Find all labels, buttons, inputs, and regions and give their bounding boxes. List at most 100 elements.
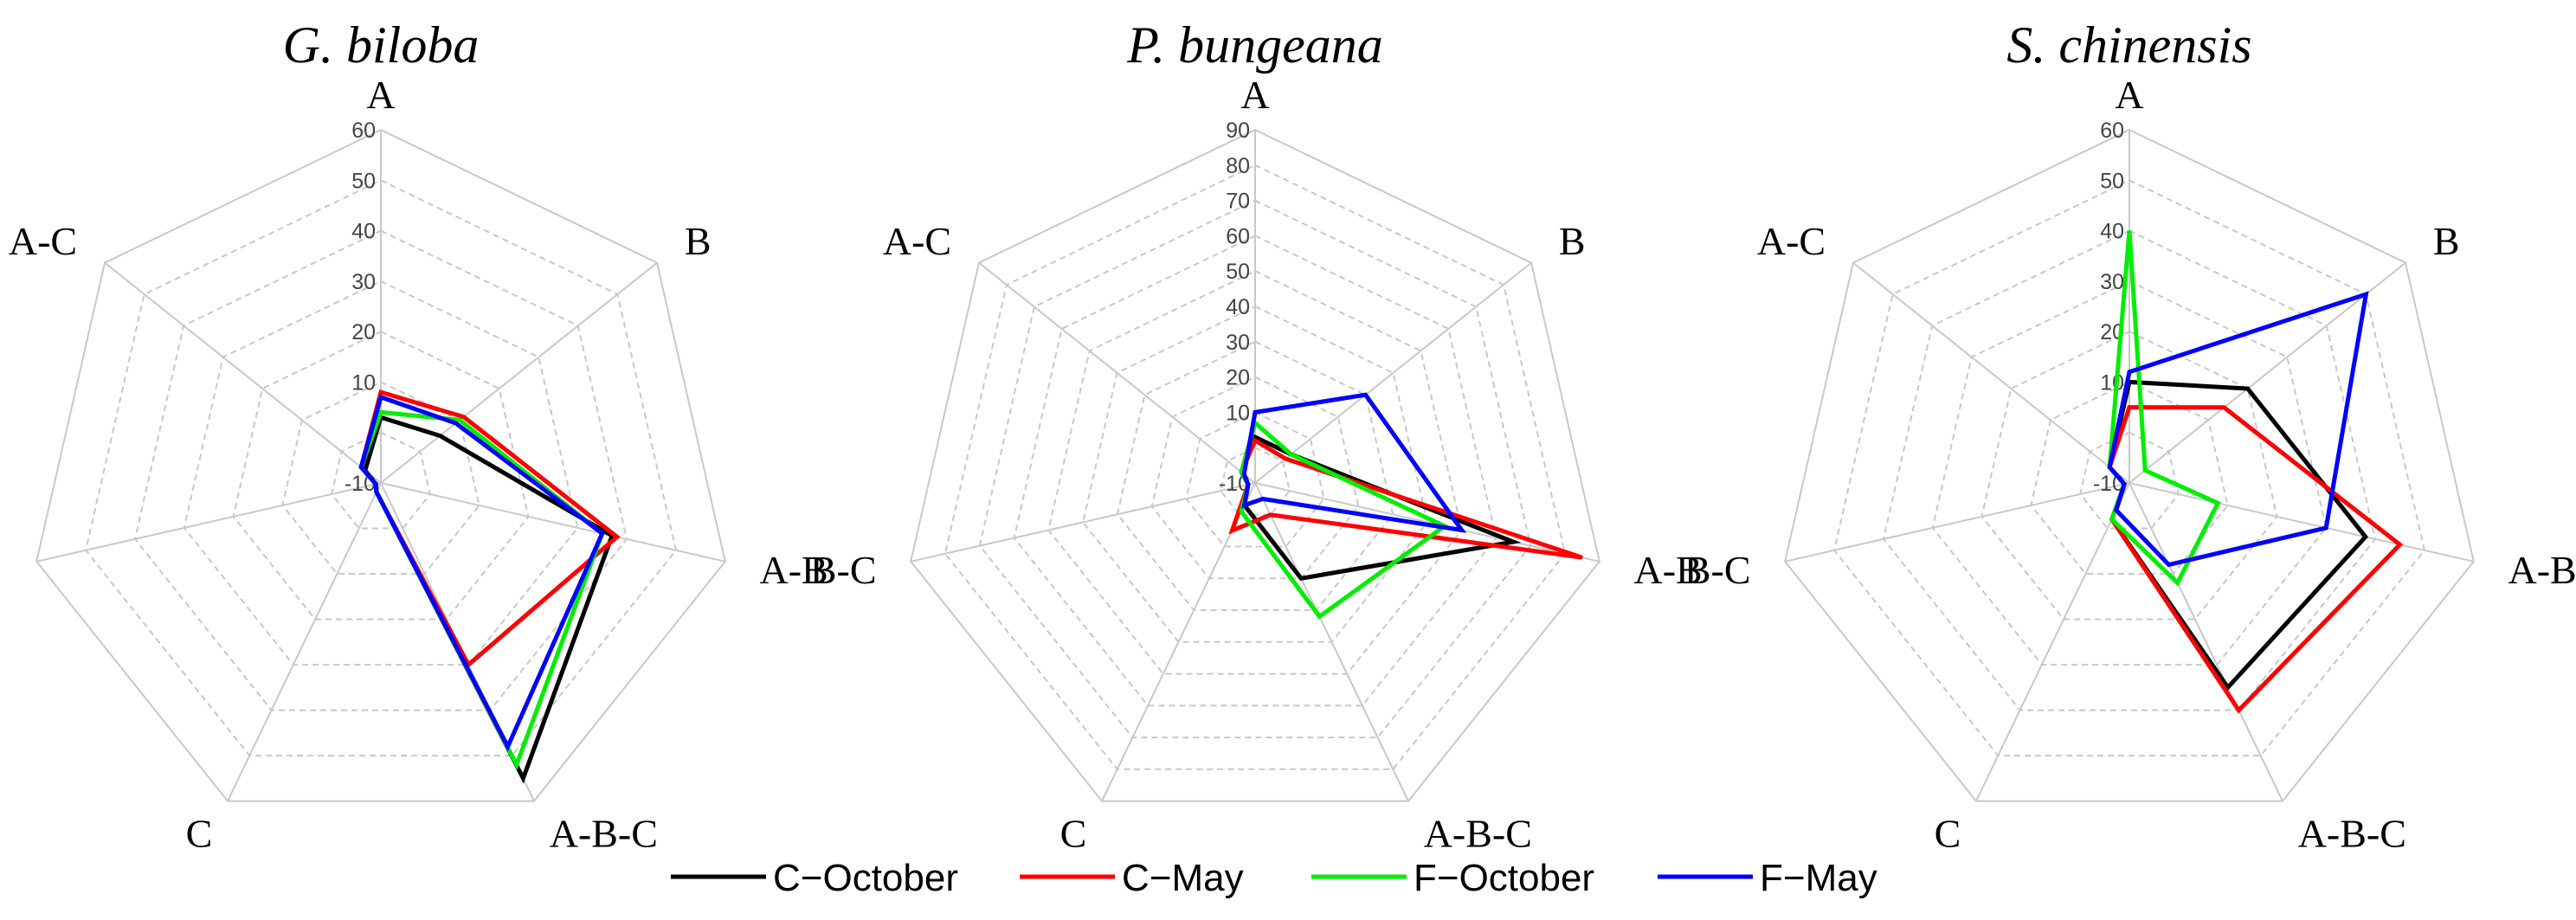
tick-label: 40 bbox=[1226, 295, 1250, 319]
tick-label: 90 bbox=[1226, 119, 1250, 143]
tick-label: 40 bbox=[351, 220, 376, 244]
series-c-october bbox=[2107, 379, 2369, 692]
grid-ring bbox=[1931, 280, 2328, 666]
axis-label-b-c: B-C bbox=[0, 548, 3, 592]
series-f-may bbox=[358, 394, 605, 752]
axis-label-b-c: B-C bbox=[810, 548, 877, 592]
grid-spoke bbox=[380, 261, 658, 484]
chart-title: S. chinensis bbox=[2006, 16, 2251, 74]
tick-label: 30 bbox=[2100, 270, 2124, 294]
grid-ring bbox=[1082, 305, 1428, 643]
grid-ring bbox=[1980, 330, 2278, 621]
tick-label: 30 bbox=[1226, 331, 1250, 355]
grid-ring bbox=[910, 128, 1600, 802]
grid-spoke bbox=[1254, 482, 1600, 563]
grid-spoke bbox=[1254, 482, 1409, 802]
tick-label: 40 bbox=[2100, 220, 2124, 244]
grid-ring bbox=[2079, 431, 2180, 530]
grid-ring bbox=[85, 179, 677, 757]
axis-label-a-b: A-B bbox=[2508, 548, 2576, 592]
grid-spoke bbox=[1254, 261, 1532, 484]
series-c-may bbox=[1228, 437, 1583, 560]
axis-label-a-b-c: A-B-C bbox=[1424, 811, 1532, 855]
axis-label-a-c: A-C bbox=[9, 219, 77, 263]
axis-label-a-b-c: A-B-C bbox=[550, 811, 658, 855]
tick-label: 10 bbox=[1226, 401, 1250, 425]
grid-ring bbox=[133, 229, 628, 711]
axis-label-a-b: A-B bbox=[760, 548, 828, 592]
series-f-october bbox=[358, 409, 605, 770]
grid-spoke bbox=[2128, 482, 2283, 802]
tick-label: 70 bbox=[1226, 190, 1250, 214]
tick-label: 60 bbox=[351, 119, 376, 143]
axis-label-b-c: B-C bbox=[1684, 548, 1751, 592]
grid-spoke bbox=[1784, 482, 2130, 563]
grid-ring bbox=[1185, 411, 1325, 548]
tick-label: 50 bbox=[2100, 169, 2124, 193]
axis-label-c: C bbox=[1935, 811, 1961, 855]
grid-ring bbox=[35, 128, 726, 802]
grid-ring bbox=[1047, 270, 1463, 675]
grid-ring bbox=[331, 431, 431, 530]
grid-spoke bbox=[978, 261, 1256, 484]
legend-label-c-october: C−October bbox=[773, 857, 958, 899]
axis-label-a-b: A-B bbox=[1634, 548, 1703, 592]
axis-label-a: A bbox=[2115, 73, 2143, 117]
tick-label: 80 bbox=[1226, 154, 1250, 178]
tick-label: 60 bbox=[2100, 119, 2124, 143]
grid-spoke bbox=[380, 482, 726, 563]
grid-ring bbox=[232, 330, 530, 621]
legend-label-f-october: F−October bbox=[1414, 857, 1594, 899]
grid-ring bbox=[1784, 128, 2475, 802]
tick-label: 50 bbox=[1226, 260, 1250, 284]
radar-chart-p-bungeana: -10102030405060708090ABA-BA-B-CCB-CA-CP.… bbox=[810, 16, 1703, 855]
grid-ring bbox=[183, 280, 579, 666]
grid-ring bbox=[1150, 376, 1360, 580]
grid-ring bbox=[1882, 229, 2377, 711]
grid-ring bbox=[1013, 235, 1497, 707]
legend: C−October C−May F−October F−May bbox=[671, 857, 1877, 899]
tick-label: 20 bbox=[1226, 366, 1250, 390]
series-f-may bbox=[2107, 291, 2369, 568]
grid-ring bbox=[978, 199, 1532, 739]
axis-label-c: C bbox=[186, 811, 213, 855]
grid-ring bbox=[1833, 179, 2425, 757]
grid-ring bbox=[2030, 381, 2229, 575]
tick-label: 30 bbox=[351, 270, 376, 294]
grid-ring bbox=[281, 381, 480, 575]
tick-label: 10 bbox=[351, 370, 376, 395]
chart-title: G. biloba bbox=[283, 16, 480, 74]
tick-label: 60 bbox=[1226, 224, 1250, 248]
axis-label-c: C bbox=[1060, 811, 1087, 855]
grid-ring bbox=[1220, 447, 1291, 516]
legend-label-f-may: F−May bbox=[1760, 857, 1877, 899]
axis-label-b: B bbox=[2433, 219, 2460, 263]
axis-label-a-c: A-C bbox=[883, 219, 951, 263]
series-f-may bbox=[1241, 392, 1467, 533]
axis-label-a: A bbox=[366, 73, 395, 117]
tick-label: 10 bbox=[2100, 370, 2124, 395]
grid-spoke bbox=[104, 261, 382, 484]
axis-label-b: B bbox=[685, 219, 712, 263]
grid-spoke bbox=[1852, 261, 2130, 484]
grid-spoke bbox=[2128, 261, 2406, 484]
grid-spoke bbox=[227, 482, 382, 802]
chart-title: P. bungeana bbox=[1126, 16, 1383, 74]
legend-label-c-may: C−May bbox=[1122, 857, 1244, 899]
axis-label-b: B bbox=[1559, 219, 1586, 263]
grid-spoke bbox=[910, 482, 1256, 563]
grid-spoke bbox=[1975, 482, 2130, 802]
grid-spoke bbox=[2128, 482, 2475, 563]
grid-spoke bbox=[1101, 482, 1256, 802]
grid-ring bbox=[1116, 340, 1394, 611]
axis-label-a-c: A-C bbox=[1757, 219, 1826, 263]
axis-label-a-b-c: A-B-C bbox=[2298, 811, 2406, 855]
axis-label-a: A bbox=[1240, 73, 1269, 117]
tick-label: 20 bbox=[351, 320, 376, 344]
grid-spoke bbox=[35, 482, 382, 563]
tick-label: 50 bbox=[351, 169, 376, 193]
